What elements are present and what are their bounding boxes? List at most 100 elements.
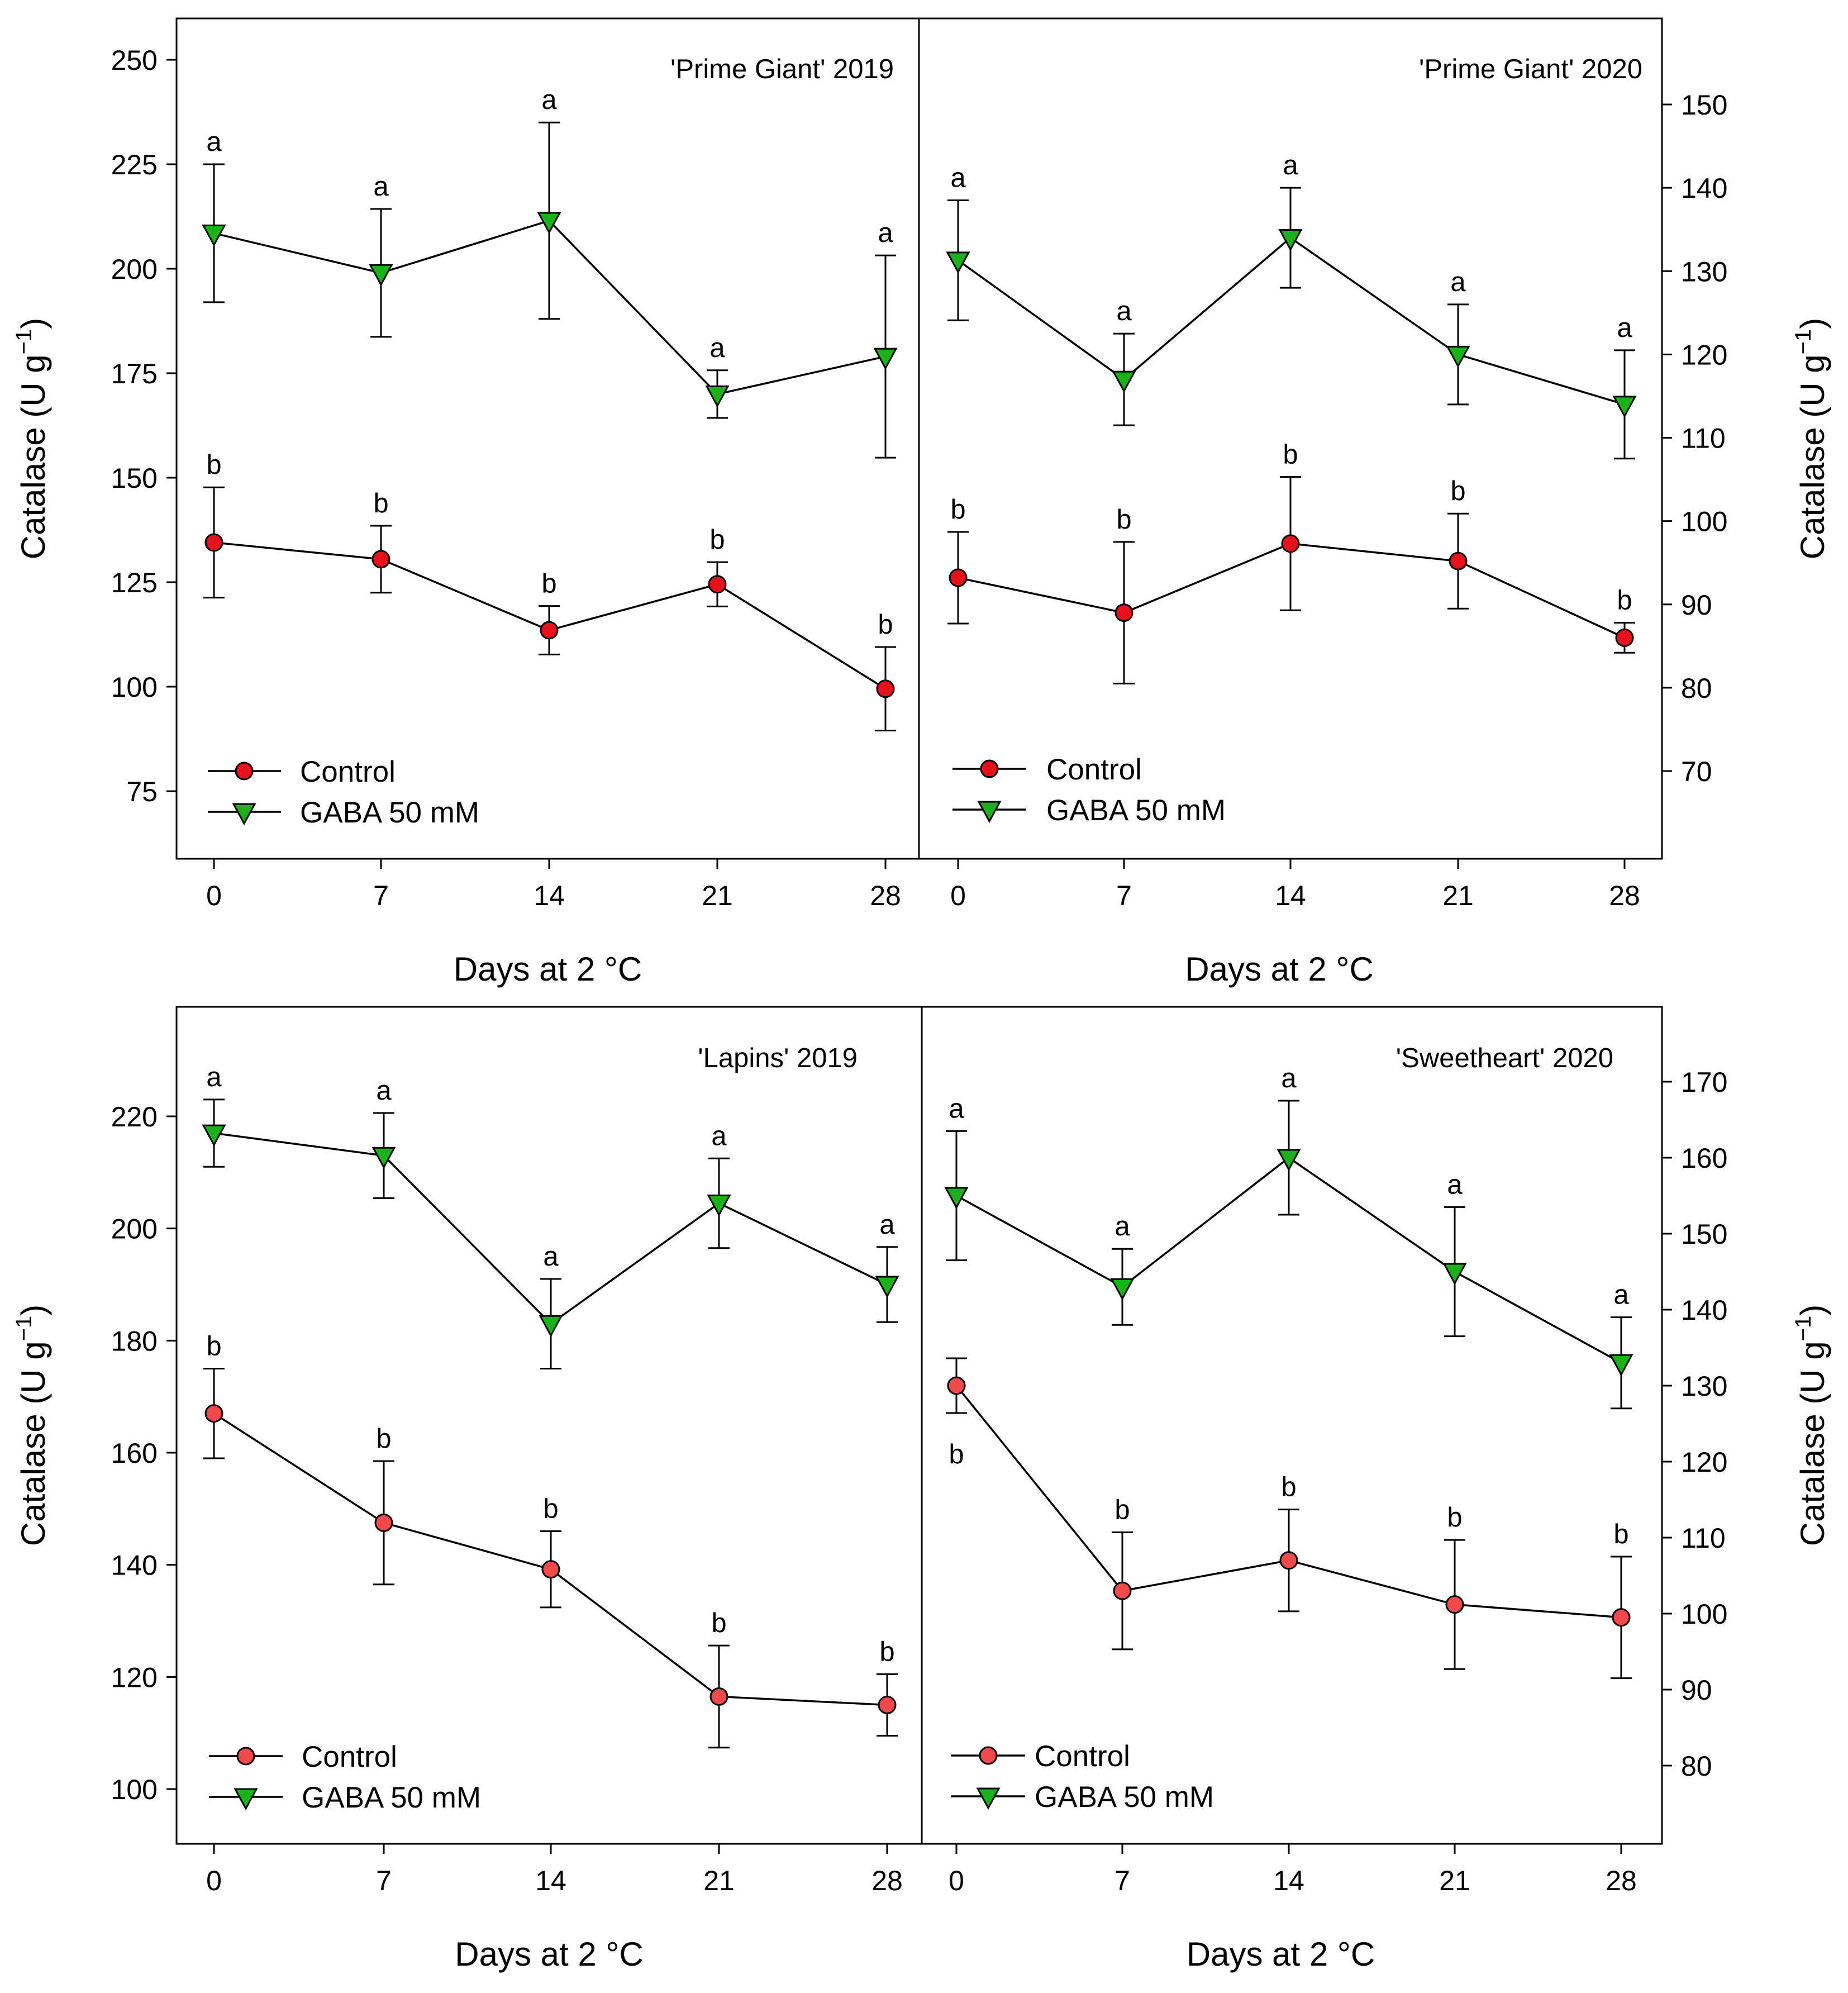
y-tick-label: 90	[1681, 589, 1712, 621]
y-tick-label: 225	[111, 149, 158, 180]
data-point-triangle	[944, 1187, 969, 1210]
x-tick-label: 7	[373, 880, 389, 911]
y-tick-label: 80	[1681, 673, 1712, 704]
y-axis-title: Catalase (U g−1)	[12, 318, 52, 559]
y-tick-label: 140	[111, 1550, 158, 1581]
data-point-circle	[1612, 1608, 1631, 1627]
significance-label: a	[1613, 1280, 1629, 1310]
plot-frame	[175, 1006, 923, 1845]
significance-label: b	[376, 1424, 391, 1454]
legend-item-gaba: GABA 50 mM	[951, 1781, 1214, 1814]
panel-title: 'Prime Giant' 2020	[1419, 54, 1642, 84]
data-point-triangle	[707, 1195, 731, 1217]
significance-label: a	[1447, 1169, 1463, 1200]
y-axis-title-paren: )	[15, 1305, 52, 1316]
y-tick-label: 100	[1681, 1599, 1727, 1630]
series-gaba: a a a a a	[944, 1063, 1633, 1410]
panel-title: 'Sweetheart' 2020	[1396, 1043, 1613, 1073]
significance-label: a	[949, 1093, 964, 1124]
legend-item-control: Control	[952, 753, 1142, 786]
data-point-triangle	[537, 212, 561, 235]
legend-label: Control	[302, 1740, 397, 1773]
data-point-triangle	[1612, 396, 1637, 418]
significance-label: a	[1450, 267, 1466, 297]
chart-panel-1: 75 100 125 150 175 200 225 250 0 7 14 21 28 Days at 2…	[12, 17, 920, 988]
significance-label: b	[950, 494, 965, 525]
y-tick-label: 175	[111, 358, 158, 389]
y-tick-label: 125	[111, 567, 158, 598]
significance-label: a	[541, 85, 557, 115]
significance-label: a	[206, 1062, 222, 1092]
significance-label: b	[949, 1439, 964, 1469]
y-axis-title: Catalase (U g−1)	[1791, 1305, 1831, 1546]
data-point-circle	[1113, 1581, 1132, 1600]
data-point-triangle	[1278, 229, 1303, 251]
x-tick-label: 0	[949, 1865, 964, 1896]
series-gaba: a a a a a	[946, 150, 1637, 460]
significance-label: b	[878, 610, 893, 640]
legend-marker-circle	[979, 1746, 998, 1765]
data-point-triangle	[1277, 1149, 1301, 1172]
plot-frame	[175, 17, 920, 860]
y-tick-label: 160	[1681, 1143, 1727, 1174]
y-tick-label: 150	[111, 463, 158, 494]
y-tick-label: 120	[1681, 339, 1727, 370]
y-tick-label: 140	[1681, 1295, 1727, 1326]
data-point-triangle	[539, 1315, 563, 1338]
y-tick-label: 160	[111, 1438, 158, 1469]
series-control: b b b b b	[946, 1357, 1632, 1680]
series-control: b b b b b	[203, 450, 896, 732]
legend-label: GABA 50 mM	[1035, 1781, 1214, 1814]
significance-label: b	[1613, 1519, 1628, 1549]
x-axis-title: Days at 2 °C	[1187, 1935, 1375, 1973]
legend-item-gaba: GABA 50 mM	[952, 794, 1226, 827]
panel-title: 'Prime Giant' 2019	[670, 54, 894, 84]
y-tick-label: 170	[1681, 1067, 1727, 1098]
y-axis-title-exponent: −1	[12, 329, 36, 355]
legend-label: GABA 50 mM	[302, 1781, 481, 1814]
y-axis-title-text: Catalase (U g	[15, 354, 52, 559]
data-point-circle	[708, 575, 727, 594]
significance-label: b	[206, 450, 221, 480]
legend-label: GABA 50 mM	[1046, 794, 1226, 827]
significance-label: a	[206, 127, 222, 157]
data-point-circle	[1449, 551, 1468, 570]
x-axis-title: Days at 2 °C	[455, 1935, 643, 1973]
x-tick-label: 0	[950, 880, 966, 911]
significance-label: b	[206, 1331, 221, 1362]
legend-item-gaba: GABA 50 mM	[208, 796, 479, 829]
data-point-triangle	[1110, 1278, 1135, 1301]
significance-label: a	[1617, 313, 1632, 343]
data-point-triangle	[1112, 370, 1136, 393]
legend-marker-triangle	[976, 1787, 1001, 1810]
x-tick-label: 7	[1116, 880, 1132, 911]
data-point-triangle	[1442, 1263, 1467, 1286]
legend-item-control: Control	[208, 755, 396, 788]
x-tick-label: 28	[871, 1865, 903, 1896]
x-tick-label: 28	[870, 880, 901, 911]
legend-marker-circle	[236, 1747, 255, 1766]
legend-marker-circle	[980, 759, 999, 778]
x-tick-label: 21	[1439, 1865, 1470, 1896]
significance-label: a	[711, 1121, 727, 1151]
x-axis-title: Days at 2 °C	[454, 950, 642, 988]
x-axis-title: Days at 2 °C	[1185, 950, 1373, 988]
chart-panel-2: 70 80 90 100 110 120 130 140 150 0 7 14 21 28 Days at …	[918, 17, 1831, 988]
significance-label: a	[1116, 296, 1132, 326]
y-axis-title: Catalase (U g−1)	[12, 1305, 52, 1546]
x-tick-label: 0	[206, 880, 222, 911]
legend-item-control: Control	[951, 1740, 1130, 1773]
significance-label: b	[709, 525, 725, 555]
data-point-circle	[878, 1696, 897, 1714]
x-tick-label: 14	[534, 880, 565, 911]
significance-label: b	[1114, 1495, 1130, 1525]
x-tick-label: 21	[702, 880, 733, 911]
significance-label: a	[709, 333, 725, 363]
significance-label: b	[1116, 505, 1131, 535]
data-point-circle	[1279, 1551, 1298, 1570]
y-axis-title-paren: )	[1794, 1305, 1831, 1316]
y-tick-label: 110	[1681, 1523, 1726, 1554]
significance-label: a	[1281, 1063, 1297, 1093]
data-point-triangle	[875, 1276, 899, 1298]
data-point-circle	[204, 1404, 223, 1423]
